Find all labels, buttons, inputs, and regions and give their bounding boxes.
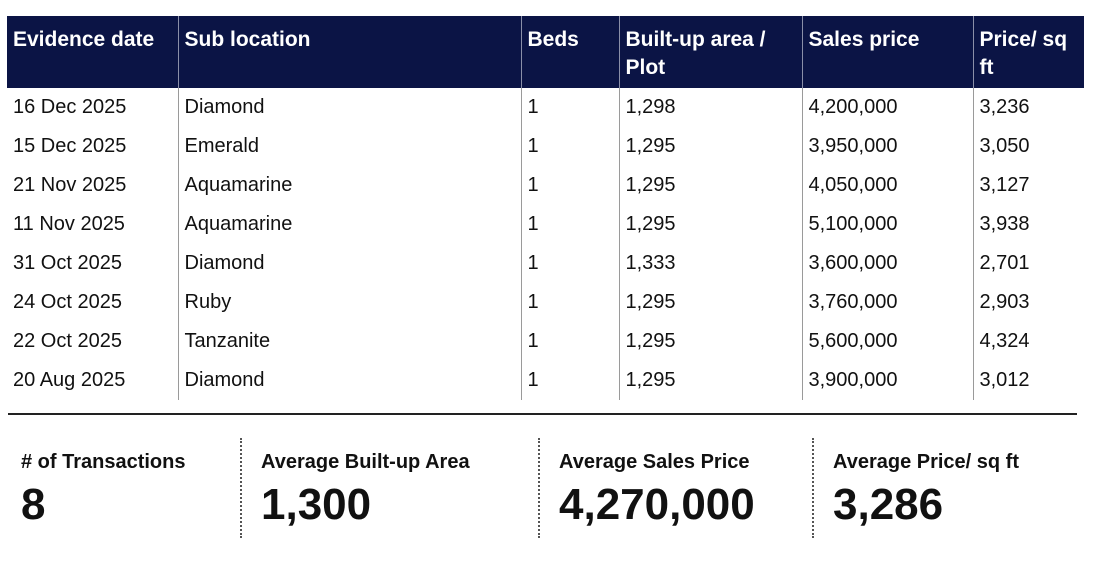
cell-evidence-date: 16 Dec 2025 [13,96,127,118]
table-row: 20 Aug 2025 Diamond 1 1,295 3,900,000 3,012 [7,361,1084,400]
cell-evidence-date: 24 Oct 2025 [13,291,122,313]
cell-sales-price: 4,200,000 [801,88,973,127]
cell-price-sqft: 3,127 [972,166,1084,205]
cell-built-up-area: 1,333 [618,244,802,283]
evidence-table: Evidence date Sub location Beds Built-up… [7,16,1084,400]
table-row: 11 Nov 2025 Aquamarine 1 1,295 5,100,000 3,93… [7,205,1084,244]
cell-sub-location: Tanzanite [177,322,521,361]
cell-beds: 1 [520,322,619,361]
header-beds: Beds [520,16,619,88]
stat-avg-psf-value: 3,286 [833,480,944,529]
cell-built-up-area: 1,295 [618,166,802,205]
cell-sales-price: 3,950,000 [801,127,973,166]
cell-sub-location: Aquamarine [177,205,521,244]
stat-avg-psf-label: Average Price/ sq ft [833,451,1020,473]
table-row: 15 Dec 2025 Emerald 1 1,295 3,950,000 3,050 [7,127,1084,166]
stat-avg-area-label: Average Built-up Area [261,451,470,473]
cell-price-sqft: 4,324 [972,322,1084,361]
cell-beds: 1 [520,88,619,127]
cell-sales-price: 5,600,000 [801,322,973,361]
cell-built-up-area: 1,295 [618,361,802,400]
cell-price-sqft: 3,012 [972,361,1084,400]
cell-sales-price: 3,760,000 [801,283,973,322]
cell-evidence-date: 22 Oct 2025 [13,330,122,352]
cell-sub-location: Diamond [177,244,521,283]
cell-evidence-date: 11 Nov 2025 [13,213,125,235]
cell-sales-price: 5,100,000 [801,205,973,244]
stat-avg-area-value: 1,300 [261,480,372,529]
cell-beds: 1 [520,127,619,166]
cell-price-sqft: 3,938 [972,205,1084,244]
cell-evidence-date: 31 Oct 2025 [13,252,122,274]
cell-evidence-date: 15 Dec 2025 [13,135,127,157]
stat-avg-price: Average Sales Price 4,270,000 [538,438,812,538]
cell-sub-location: Ruby [177,283,521,322]
stat-avg-price-label: Average Sales Price [559,451,750,473]
header-sub-location: Sub location [177,16,521,88]
stat-avg-price-value: 4,270,000 [559,480,755,529]
table-row: 22 Oct 2025 Tanzanite 1 1,295 5,600,000 4,324 [7,322,1084,361]
cell-price-sqft: 2,701 [972,244,1084,283]
cell-sub-location: Diamond [177,361,521,400]
stat-avg-psf: Average Price/ sq ft 3,286 [812,438,1092,538]
header-price-sqft: Price/ sq ft [972,16,1084,88]
cell-evidence-date: 21 Nov 2025 [13,174,127,196]
stat-transactions-value: 8 [21,480,46,529]
cell-sub-location: Emerald [177,127,521,166]
stat-separator [812,438,814,538]
cell-sales-price: 3,900,000 [801,361,973,400]
stat-separator [240,438,242,538]
cell-price-sqft: 3,236 [972,88,1084,127]
cell-evidence-date: 20 Aug 2025 [13,369,126,391]
cell-beds: 1 [520,205,619,244]
cell-built-up-area: 1,295 [618,322,802,361]
stat-transactions: # of Transactions 8 [0,438,240,538]
cell-beds: 1 [520,166,619,205]
table-body: 16 Dec 2025 Diamond 1 1,298 4,200,000 3,236 15… [7,88,1084,400]
cell-sub-location: Diamond [177,88,521,127]
header-sales-price: Sales price [801,16,973,88]
summary-stats: # of Transactions 8 Average Built-up Are… [0,438,1102,538]
cell-beds: 1 [520,361,619,400]
table-row: 24 Oct 2025 Ruby 1 1,295 3,760,000 2,903 [7,283,1084,322]
cell-beds: 1 [520,283,619,322]
stat-separator [538,438,540,538]
stat-transactions-label: # of Transactions [21,451,186,473]
table-row: 16 Dec 2025 Diamond 1 1,298 4,200,000 3,236 [7,88,1084,127]
cell-built-up-area: 1,295 [618,127,802,166]
table-header: Evidence date Sub location Beds Built-up… [7,16,1084,88]
cell-price-sqft: 2,903 [972,283,1084,322]
header-built-up-area: Built-up area / Plot [618,16,802,88]
cell-sales-price: 4,050,000 [801,166,973,205]
cell-built-up-area: 1,295 [618,205,802,244]
cell-sales-price: 3,600,000 [801,244,973,283]
table-row: 21 Nov 2025 Aquamarine 1 1,295 4,050,000 3,12… [7,166,1084,205]
cell-built-up-area: 1,298 [618,88,802,127]
cell-price-sqft: 3,050 [972,127,1084,166]
cell-beds: 1 [520,244,619,283]
cell-sub-location: Aquamarine [177,166,521,205]
summary-divider [8,413,1077,415]
stat-avg-area: Average Built-up Area 1,300 [240,438,538,538]
cell-built-up-area: 1,295 [618,283,802,322]
header-evidence-date: Evidence date [7,16,178,88]
table-row: 31 Oct 2025 Diamond 1 1,333 3,600,000 2,701 [7,244,1084,283]
